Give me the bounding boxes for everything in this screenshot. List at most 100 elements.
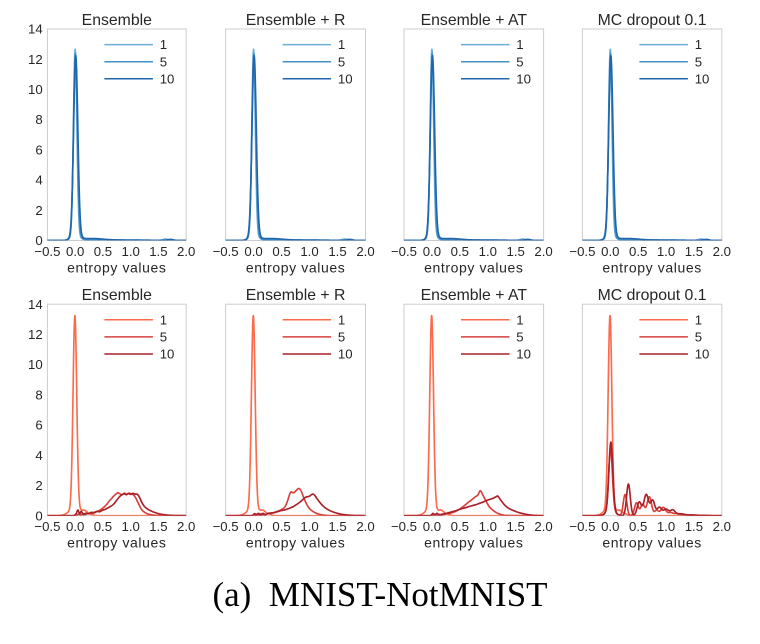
svg-text:1.5: 1.5 <box>328 244 346 259</box>
svg-text:0.5: 0.5 <box>451 519 469 534</box>
svg-text:1.0: 1.0 <box>122 244 140 259</box>
svg-text:0: 0 <box>35 233 42 248</box>
svg-text:10: 10 <box>160 71 175 86</box>
svg-text:1.0: 1.0 <box>122 519 140 534</box>
svg-text:Ensemble: Ensemble <box>82 287 152 304</box>
svg-text:4: 4 <box>35 173 42 188</box>
svg-text:5: 5 <box>160 330 167 345</box>
svg-text:entropy values: entropy values <box>246 260 345 276</box>
svg-text:2.0: 2.0 <box>177 519 195 534</box>
svg-text:−0.5: −0.5 <box>391 519 417 534</box>
svg-text:Ensemble + AT: Ensemble + AT <box>421 287 528 304</box>
svg-text:10: 10 <box>28 357 43 372</box>
svg-text:MC dropout 0.1: MC dropout 0.1 <box>598 287 707 304</box>
svg-text:5: 5 <box>516 54 523 69</box>
svg-text:0.5: 0.5 <box>629 519 647 534</box>
svg-text:−0.5: −0.5 <box>213 519 239 534</box>
svg-text:5: 5 <box>695 54 702 69</box>
svg-text:1.0: 1.0 <box>657 519 675 534</box>
svg-text:2.0: 2.0 <box>356 244 374 259</box>
svg-text:1.5: 1.5 <box>507 519 525 534</box>
svg-text:0.0: 0.0 <box>244 244 262 259</box>
svg-text:1.0: 1.0 <box>479 519 497 534</box>
svg-text:−0.5: −0.5 <box>569 244 595 259</box>
svg-text:1: 1 <box>516 312 523 327</box>
svg-text:0.0: 0.0 <box>601 244 619 259</box>
svg-text:1.5: 1.5 <box>685 244 703 259</box>
svg-text:−0.5: −0.5 <box>391 244 417 259</box>
svg-text:−0.5: −0.5 <box>34 519 60 534</box>
svg-text:entropy values: entropy values <box>67 260 166 276</box>
svg-text:−0.5: −0.5 <box>34 244 60 259</box>
svg-text:10: 10 <box>338 347 353 362</box>
svg-text:5: 5 <box>695 330 702 345</box>
svg-text:0.0: 0.0 <box>66 519 84 534</box>
svg-text:1.5: 1.5 <box>149 244 167 259</box>
svg-text:10: 10 <box>28 82 43 97</box>
svg-text:2.0: 2.0 <box>177 244 195 259</box>
svg-text:2.0: 2.0 <box>534 519 552 534</box>
svg-text:1: 1 <box>695 37 702 52</box>
svg-text:entropy values: entropy values <box>602 260 701 276</box>
svg-text:entropy values: entropy values <box>424 260 523 276</box>
svg-text:4: 4 <box>35 448 42 463</box>
svg-text:1: 1 <box>160 37 167 52</box>
svg-text:5: 5 <box>160 54 167 69</box>
svg-text:10: 10 <box>160 347 175 362</box>
svg-text:5: 5 <box>338 330 345 345</box>
svg-text:5: 5 <box>516 330 523 345</box>
svg-text:1: 1 <box>160 312 167 327</box>
svg-text:10: 10 <box>695 71 710 86</box>
svg-text:entropy values: entropy values <box>602 535 701 551</box>
svg-text:0.0: 0.0 <box>423 519 441 534</box>
svg-text:(a) MNIST-NotMNIST: (a) MNIST-NotMNIST <box>212 575 547 614</box>
svg-text:1.5: 1.5 <box>507 244 525 259</box>
svg-text:14: 14 <box>28 22 43 37</box>
svg-text:−0.5: −0.5 <box>569 519 595 534</box>
svg-text:MC dropout 0.1: MC dropout 0.1 <box>598 12 707 29</box>
svg-text:1.0: 1.0 <box>300 519 318 534</box>
svg-text:1.0: 1.0 <box>479 244 497 259</box>
svg-text:2.0: 2.0 <box>356 519 374 534</box>
svg-text:0.0: 0.0 <box>66 244 84 259</box>
svg-text:0.0: 0.0 <box>601 519 619 534</box>
svg-text:0.5: 0.5 <box>629 244 647 259</box>
svg-text:12: 12 <box>28 327 43 342</box>
svg-text:0.5: 0.5 <box>451 244 469 259</box>
svg-text:entropy values: entropy values <box>424 535 523 551</box>
svg-text:entropy values: entropy values <box>67 535 166 551</box>
svg-text:0.5: 0.5 <box>94 244 112 259</box>
svg-text:Ensemble + R: Ensemble + R <box>246 287 346 304</box>
svg-text:8: 8 <box>35 387 42 402</box>
svg-text:10: 10 <box>516 347 531 362</box>
svg-text:1.0: 1.0 <box>300 244 318 259</box>
svg-text:entropy values: entropy values <box>246 535 345 551</box>
svg-text:1.0: 1.0 <box>657 244 675 259</box>
svg-text:0: 0 <box>35 508 42 523</box>
svg-text:14: 14 <box>28 297 43 312</box>
svg-text:1: 1 <box>338 37 345 52</box>
svg-text:10: 10 <box>338 71 353 86</box>
svg-text:−0.5: −0.5 <box>213 244 239 259</box>
svg-text:0.5: 0.5 <box>272 244 290 259</box>
svg-text:2.0: 2.0 <box>713 244 731 259</box>
svg-text:10: 10 <box>516 71 531 86</box>
svg-text:0.0: 0.0 <box>244 519 262 534</box>
svg-text:1.5: 1.5 <box>685 519 703 534</box>
svg-text:1.5: 1.5 <box>149 519 167 534</box>
svg-text:6: 6 <box>35 143 42 158</box>
svg-text:Ensemble + AT: Ensemble + AT <box>421 12 528 29</box>
svg-text:2: 2 <box>35 478 42 493</box>
svg-text:0.0: 0.0 <box>423 244 441 259</box>
svg-text:Ensemble: Ensemble <box>82 12 152 29</box>
svg-text:2.0: 2.0 <box>534 244 552 259</box>
svg-text:8: 8 <box>35 112 42 127</box>
svg-text:0.5: 0.5 <box>94 519 112 534</box>
svg-text:Ensemble + R: Ensemble + R <box>246 12 346 29</box>
svg-text:1: 1 <box>338 312 345 327</box>
svg-text:5: 5 <box>338 54 345 69</box>
svg-text:2: 2 <box>35 203 42 218</box>
svg-text:12: 12 <box>28 52 43 67</box>
svg-text:1: 1 <box>516 37 523 52</box>
svg-text:2.0: 2.0 <box>713 519 731 534</box>
